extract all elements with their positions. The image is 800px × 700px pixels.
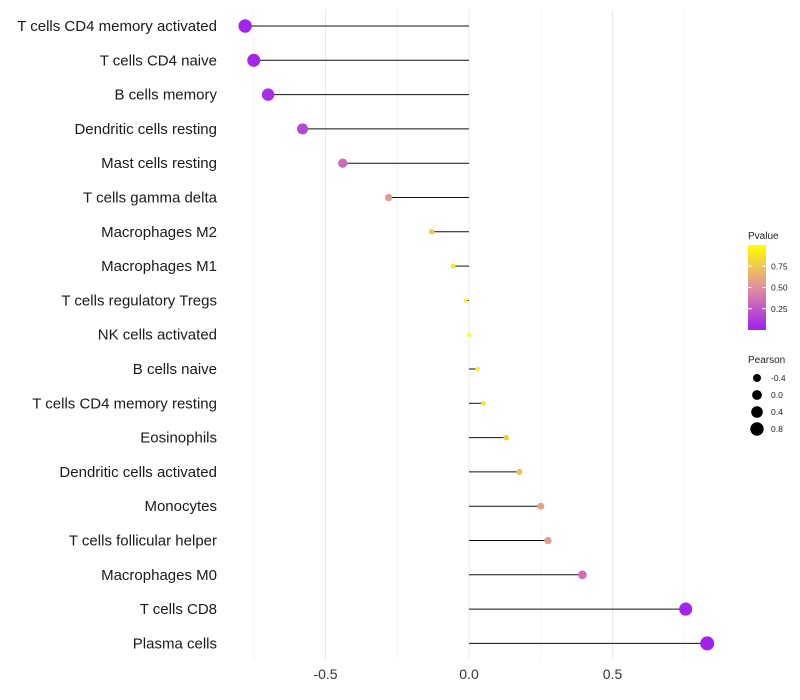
- size-legend-dot: [751, 406, 763, 418]
- pvalue-colorbar: [748, 245, 766, 330]
- dot-15: [544, 536, 552, 545]
- dot-8: [463, 298, 468, 303]
- dot-12: [503, 434, 510, 441]
- x-axis-ticks: -0.5 0.0 0.5: [313, 666, 622, 682]
- lollipop-stems: [245, 25, 708, 644]
- category-label: NK cells activated: [98, 327, 217, 344]
- dot-1: [247, 53, 261, 67]
- x-tick-label: 0.5: [603, 666, 623, 682]
- size-legend-label: 0.0: [771, 390, 783, 400]
- pvalue-legend: Pvalue 0.25 0.50 0.75: [748, 231, 788, 330]
- category-label: Macrophages M2: [101, 224, 217, 241]
- pearson-legend: Pearson -0.4 0.0 0.4 0.8: [748, 355, 786, 436]
- dot-18: [700, 636, 715, 651]
- dot-2: [261, 88, 275, 101]
- grid-lines: [253, 10, 685, 660]
- size-legend-dot: [753, 374, 761, 382]
- dot-4: [338, 158, 348, 168]
- category-label: T cells CD8: [140, 601, 217, 618]
- category-label: B cells memory: [114, 87, 217, 104]
- dot-10: [475, 366, 480, 372]
- colorbar-label: 0.25: [771, 304, 788, 314]
- dot-3: [297, 123, 309, 135]
- colorbar-label: 0.50: [771, 283, 788, 293]
- dot-9: [467, 332, 471, 337]
- category-label: Dendritic cells resting: [74, 121, 217, 138]
- category-label: Dendritic cells activated: [59, 464, 217, 481]
- pvalue-legend-title: Pvalue: [748, 231, 779, 242]
- dot-0: [238, 19, 252, 33]
- dot-6: [428, 229, 435, 235]
- category-label: T cells CD4 naive: [100, 52, 217, 69]
- size-legend-label: -0.4: [771, 373, 786, 383]
- x-tick-label: 0.0: [459, 666, 479, 682]
- category-label: Monocytes: [144, 498, 217, 515]
- category-label: Macrophages M1: [101, 258, 217, 275]
- lollipop-dots: [238, 19, 715, 651]
- dot-11: [481, 400, 486, 406]
- size-legend-label: 0.4: [771, 407, 783, 417]
- category-label: T cells follicular helper: [69, 533, 217, 550]
- category-label: Plasma cells: [133, 635, 217, 652]
- category-label: Mast cells resting: [101, 155, 217, 172]
- category-label: Macrophages M0: [101, 567, 217, 584]
- size-legend-label: 0.8: [771, 424, 783, 434]
- dot-5: [384, 193, 393, 202]
- dot-13: [516, 468, 523, 475]
- dot-14: [537, 502, 545, 510]
- category-label: T cells CD4 memory resting: [32, 395, 217, 412]
- category-labels: T cells CD4 memory activated T cells CD4 …: [17, 18, 217, 652]
- category-label: T cells CD4 memory activated: [17, 18, 217, 35]
- size-legend-dot: [750, 422, 764, 436]
- dot-17: [679, 602, 693, 616]
- pearson-legend-title: Pearson: [748, 355, 785, 366]
- dot-7: [450, 263, 456, 269]
- x-tick-label: -0.5: [313, 666, 337, 682]
- category-label: T cells regulatory Tregs: [61, 292, 217, 309]
- colorbar-label: 0.75: [771, 261, 788, 271]
- dot-16: [577, 570, 587, 580]
- size-legend-dot: [752, 390, 762, 400]
- category-label: T cells gamma delta: [83, 190, 218, 207]
- category-label: Eosinophils: [140, 430, 217, 447]
- category-label: B cells naive: [133, 361, 217, 378]
